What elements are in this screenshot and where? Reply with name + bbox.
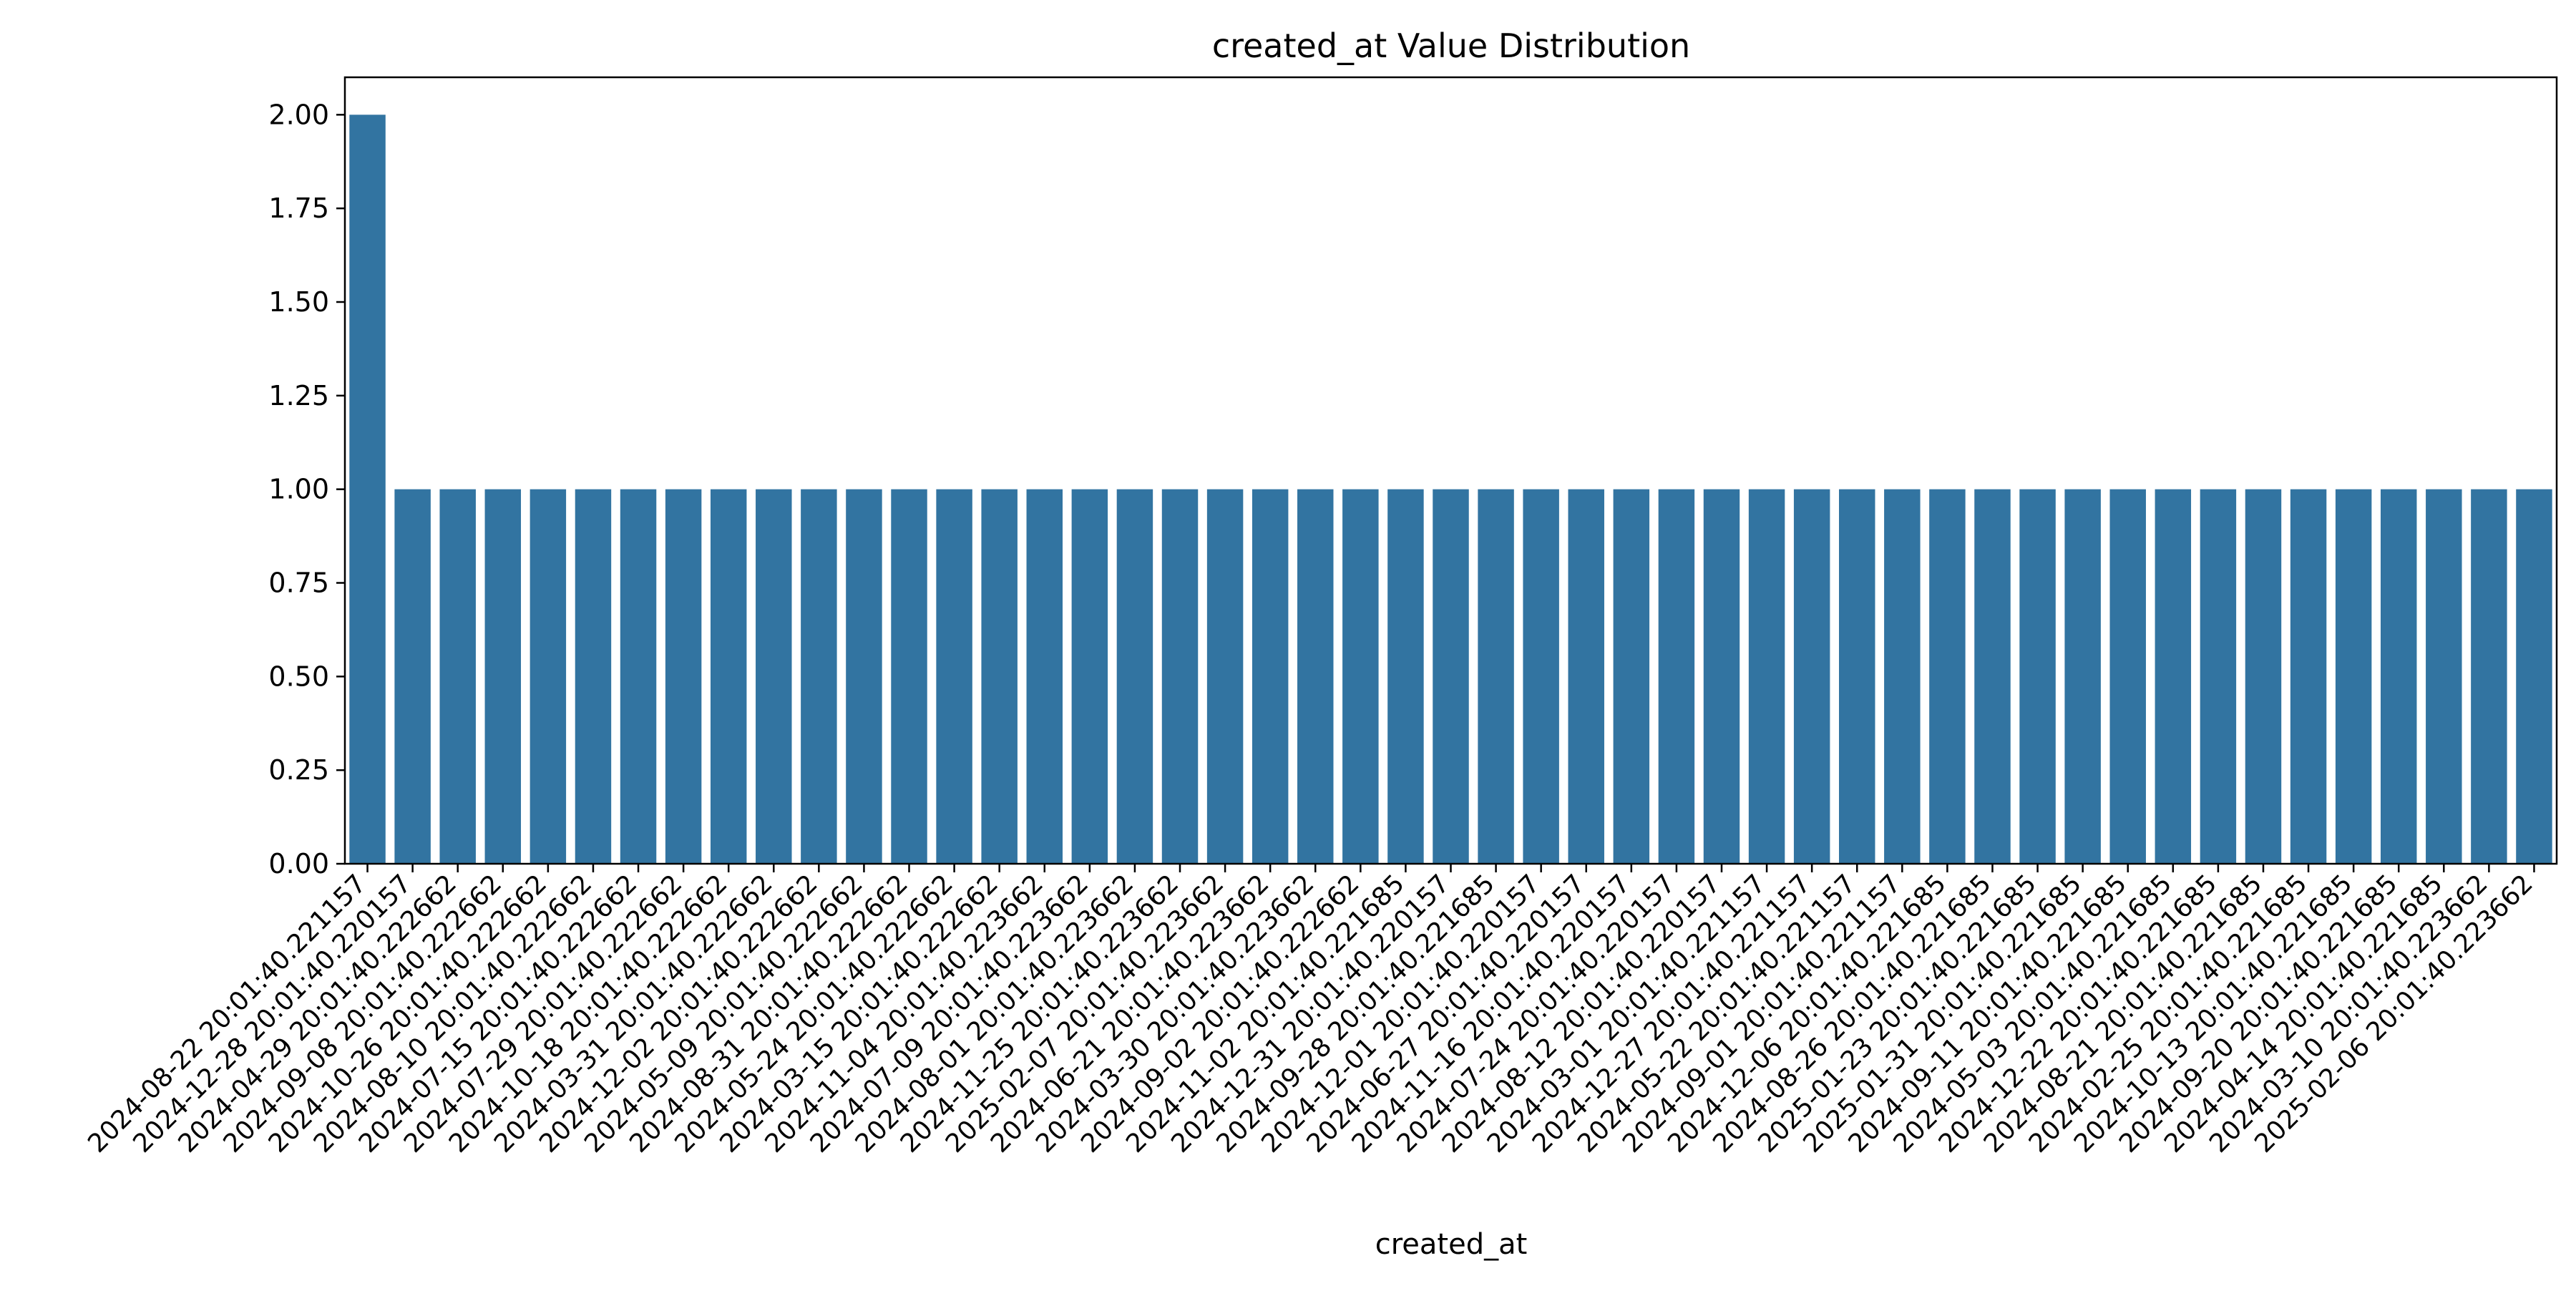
bar bbox=[1929, 489, 1966, 864]
chart-title: created_at Value Distribution bbox=[1212, 26, 1690, 65]
bar bbox=[1071, 489, 1108, 864]
y-tick-label: 0.00 bbox=[268, 848, 329, 880]
bar bbox=[2471, 489, 2507, 864]
bar bbox=[665, 489, 702, 864]
bar bbox=[2380, 489, 2417, 864]
bar bbox=[1026, 489, 1063, 864]
bar bbox=[1478, 489, 1514, 864]
bar bbox=[2064, 489, 2101, 864]
bar bbox=[1523, 489, 1559, 864]
bar bbox=[1568, 489, 1604, 864]
bar bbox=[484, 489, 522, 864]
bar bbox=[530, 489, 567, 864]
y-tick-label: 1.75 bbox=[268, 193, 329, 224]
bar bbox=[1116, 489, 1153, 864]
bar bbox=[1613, 489, 1650, 864]
bar bbox=[2290, 489, 2327, 864]
bar bbox=[1793, 489, 1830, 864]
bar bbox=[801, 489, 837, 864]
bar bbox=[981, 489, 1018, 864]
bar bbox=[620, 489, 657, 864]
bar bbox=[1839, 489, 1875, 864]
bar bbox=[1658, 489, 1695, 864]
y-tick-label: 1.25 bbox=[268, 380, 329, 411]
bars-layer bbox=[349, 115, 2552, 864]
bar bbox=[1206, 489, 1244, 864]
y-tick-label: 2.00 bbox=[268, 99, 329, 130]
bar bbox=[2426, 489, 2462, 864]
y-axis: 0.00 0.25 0.50 0.75 1.00 1.25 1.50 1.75 2.00 bbox=[268, 99, 345, 880]
bar bbox=[2200, 489, 2237, 864]
bar bbox=[846, 489, 882, 864]
y-tick-label: 1.00 bbox=[268, 474, 329, 505]
bar bbox=[2516, 489, 2552, 864]
plot-frame bbox=[343, 76, 2558, 865]
bar bbox=[1433, 489, 1469, 864]
bar bbox=[2155, 489, 2192, 864]
bar bbox=[1884, 489, 1921, 864]
bar bbox=[1252, 489, 1289, 864]
bar bbox=[1974, 489, 2011, 864]
bar bbox=[575, 489, 612, 864]
bar bbox=[891, 489, 927, 864]
y-tick-label: 1.50 bbox=[268, 286, 329, 318]
bar bbox=[1748, 489, 1785, 864]
bar bbox=[1387, 489, 1424, 864]
x-axis-label: created_at bbox=[1375, 1228, 1528, 1261]
bar bbox=[2109, 489, 2146, 864]
y-tick-label: 0.50 bbox=[268, 661, 329, 692]
bar bbox=[710, 489, 747, 864]
bar bbox=[349, 115, 386, 864]
bar bbox=[394, 489, 431, 864]
bar bbox=[2019, 489, 2056, 864]
y-tick-label: 0.75 bbox=[268, 567, 329, 599]
y-tick-label: 0.25 bbox=[268, 754, 329, 786]
bar bbox=[756, 489, 792, 864]
bar bbox=[2245, 489, 2282, 864]
bar bbox=[1342, 489, 1379, 864]
bar bbox=[1161, 489, 1199, 864]
bar bbox=[1703, 489, 1740, 864]
bar bbox=[1297, 489, 1334, 864]
bar bbox=[439, 489, 476, 864]
bar bbox=[2335, 489, 2372, 864]
bar bbox=[936, 489, 972, 864]
